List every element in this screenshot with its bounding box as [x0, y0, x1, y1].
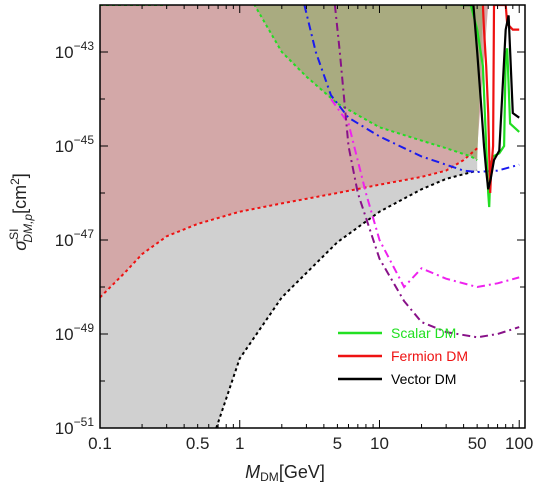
y-tick-label: 10−45	[55, 133, 95, 156]
x-axis-label: MDM[GeV]	[245, 462, 325, 484]
x-tick-label: 50	[468, 434, 487, 453]
x-tick-label: 1	[235, 434, 244, 453]
excluded-region-green	[100, 5, 483, 161]
series-line-4	[330, 98, 520, 289]
neutrino-floor-region	[100, 148, 478, 428]
y-axis-label: σSIDM,p[cm2]	[7, 173, 35, 251]
legend-label: Scalar DM	[391, 325, 456, 341]
legend-label: Vector DM	[391, 371, 456, 387]
legend: Scalar DM Fermion DM Vector DM	[338, 325, 468, 387]
y-tick-label: 10−47	[55, 227, 95, 250]
series-line-5	[333, 5, 520, 339]
x-tick-label: 5	[333, 434, 342, 453]
x-tick-label: 100	[505, 434, 533, 453]
y-tick-label: 10−43	[55, 39, 95, 62]
x-tick-label: 0.1	[88, 434, 112, 453]
x-tick-label: 0.5	[186, 434, 210, 453]
y-tick-label: 10−51	[55, 415, 95, 438]
series-line-1	[100, 147, 478, 299]
series-line-0	[215, 169, 478, 428]
series-line-2	[100, 5, 478, 161]
x-tick-label: 10	[370, 434, 389, 453]
legend-label: Fermion DM	[391, 348, 468, 364]
series-line-8	[463, 5, 520, 190]
series-line-3	[303, 5, 520, 174]
y-tick-label: 10−49	[55, 321, 95, 344]
plot-frame	[99, 4, 526, 429]
